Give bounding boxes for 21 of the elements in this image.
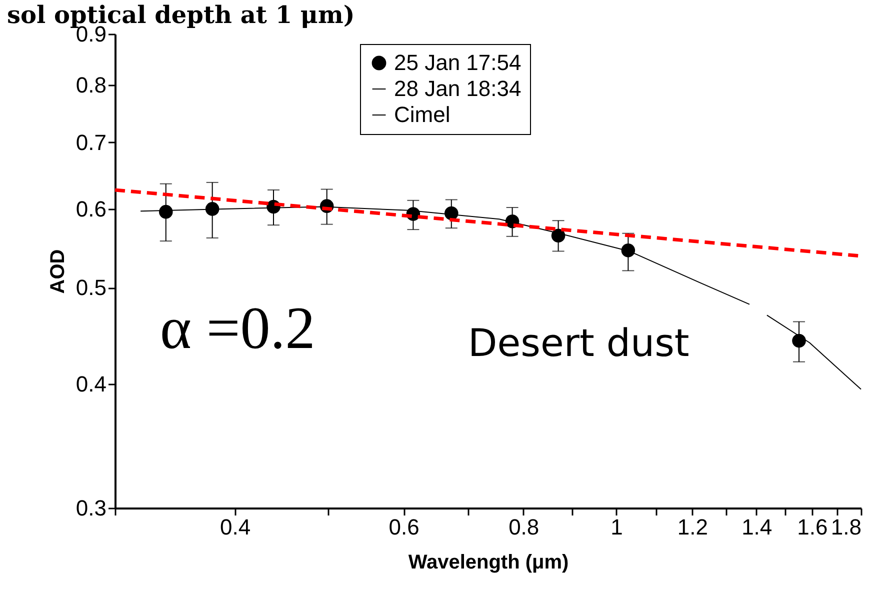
y-tick-label: 0.7	[76, 130, 106, 155]
y-tick-label: 0.3	[76, 496, 106, 520]
annotation: Desert dust	[468, 321, 690, 365]
y-axis-title: AOD	[46, 249, 69, 294]
legend-label: 28 Jan 18:34	[394, 76, 522, 101]
x-tick-label: 1.4	[742, 514, 772, 540]
x-tick-label: 0.6	[388, 514, 420, 540]
x-axis-title: Wavelength (μm)	[408, 552, 569, 574]
x-tick-label: 1	[610, 514, 623, 540]
x-tick-label: 1.2	[677, 514, 708, 540]
x-tick-label: 0.4	[220, 514, 251, 540]
x-tick-label: 1.8	[830, 514, 862, 540]
x-tick-label: 1.6	[797, 514, 828, 540]
y-tick-label: 0.4	[76, 371, 106, 396]
y-tick-label: 0.8	[76, 72, 106, 98]
y-tick-label: 0.6	[76, 196, 106, 222]
annotation: α =0.2	[160, 295, 316, 361]
x-tick-label: 0.8	[508, 514, 540, 540]
legend-label: 25 Jan 17:54	[394, 50, 522, 75]
legend-label: Cimel	[394, 102, 450, 127]
y-tick-label: 0.5	[76, 275, 106, 300]
